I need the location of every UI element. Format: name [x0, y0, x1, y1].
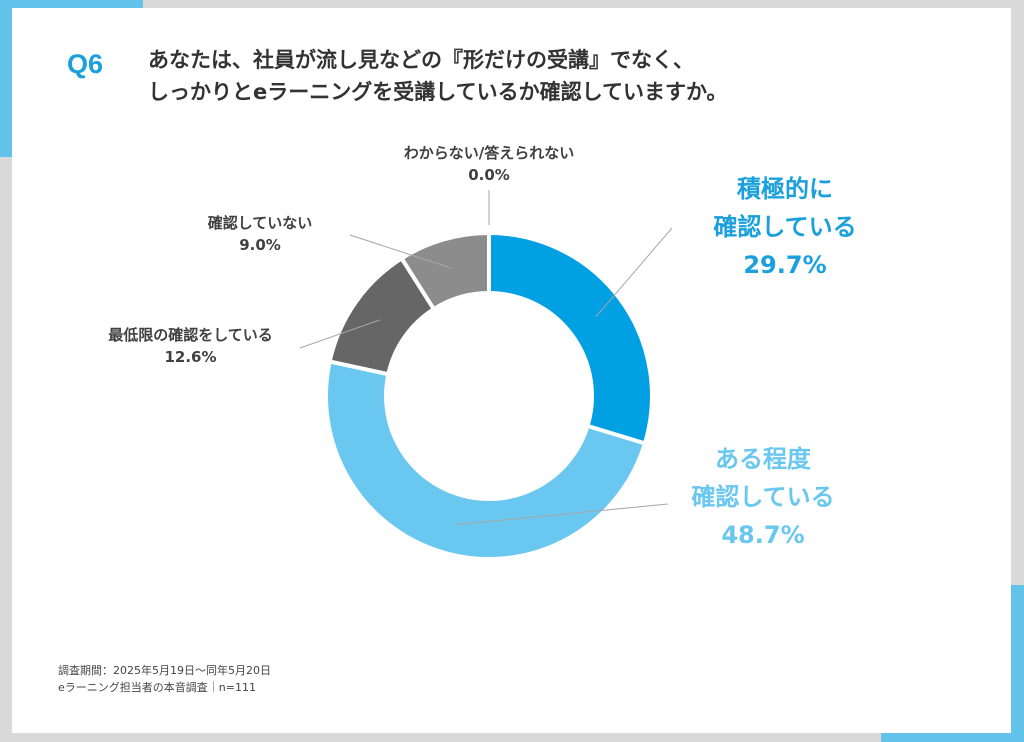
card — [12, 8, 1011, 733]
survey-info: eラーニング担当者の本音調査｜n=111 — [58, 681, 256, 694]
slice-none — [398, 230, 491, 312]
label-active-line1: 積極的に — [737, 175, 833, 203]
label-minimum-value: 12.6% — [164, 348, 217, 366]
question-line-1: あなたは、社員が流し見などの『形だけの受講』でなく、 — [148, 48, 694, 72]
leader-line-minimum — [299, 319, 381, 349]
leader-line-moderate — [455, 503, 669, 526]
slice-moderate — [324, 359, 648, 561]
label-active-line2: 確認している — [713, 213, 857, 241]
leader-lines — [299, 190, 673, 526]
footnote: 調査期間：2025年5月19日～同年5月20日 eラーニング担当者の本音調査｜n… — [58, 662, 271, 696]
label-moderate-line2: 確認している — [691, 483, 835, 511]
label-unknown: わからない/答えられない 0.0% — [378, 142, 600, 186]
accent-bar-right — [1011, 585, 1024, 742]
label-minimum-line1: 最低限の確認をしている — [108, 326, 273, 344]
label-unknown-line1: わからない/答えられない — [403, 144, 575, 162]
donut-slices — [324, 230, 654, 561]
accent-bar-bottom-right — [881, 733, 1024, 742]
leader-line-active — [595, 227, 673, 318]
accent-bar-left — [0, 0, 12, 157]
label-moderate: ある程度 確認している 48.7% — [668, 440, 858, 554]
accent-bar-top-left — [0, 0, 143, 8]
label-none-value: 9.0% — [239, 236, 281, 254]
label-unknown-value: 0.0% — [468, 166, 510, 184]
slice-active — [487, 230, 654, 446]
question-text: あなたは、社員が流し見などの『形だけの受講』でなく、 しっかりとeラーニングを受… — [148, 44, 868, 108]
label-minimum: 最低限の確認をしている 12.6% — [88, 324, 293, 368]
leader-line-none — [349, 234, 453, 269]
label-moderate-value: 48.7% — [721, 521, 805, 549]
label-moderate-line1: ある程度 — [715, 445, 811, 473]
question-line-2: しっかりとeラーニングを受講しているか確認していますか。 — [148, 80, 728, 104]
label-active-value: 29.7% — [743, 251, 827, 279]
survey-period: 調査期間：2025年5月19日～同年5月20日 — [58, 664, 271, 677]
label-none: 確認していない 9.0% — [190, 212, 330, 256]
question-number: Q6 — [67, 49, 104, 79]
label-none-line1: 確認していない — [207, 214, 313, 232]
label-active: 積極的に 確認している 29.7% — [690, 170, 880, 284]
